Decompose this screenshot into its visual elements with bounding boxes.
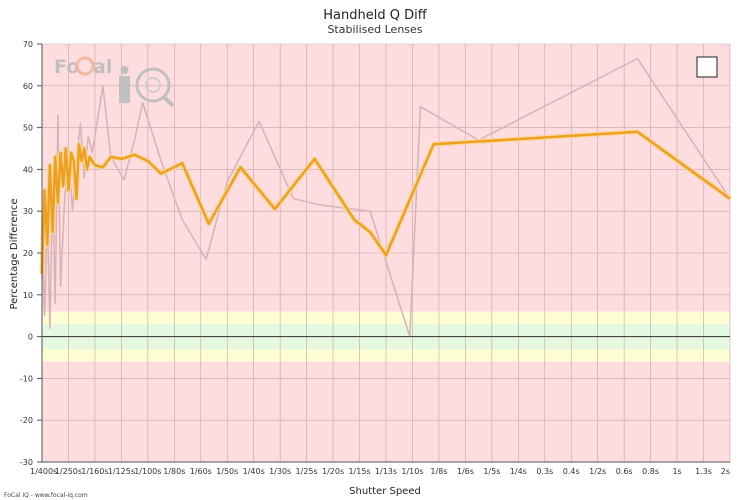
y-tick-label: 50 [23, 124, 33, 133]
x-tick-label: 1/13s [375, 467, 397, 476]
x-tick-label: 1/10s [401, 467, 423, 476]
x-tick-label: 1/30s [269, 467, 291, 476]
y-tick-label: -30 [20, 458, 33, 467]
y-tick-label: 60 [23, 82, 33, 91]
y-tick-labels: -30 -20 -10 0 10 20 30 40 50 60 70 [20, 40, 42, 467]
x-tick-label: 1/2s [589, 467, 606, 476]
logo-i-icon [119, 76, 130, 103]
y-tick-label: 10 [23, 291, 33, 300]
y-tick-label: -20 [20, 416, 33, 425]
x-tick-label: 1/80s [163, 467, 185, 476]
logo-i-dot-icon [121, 66, 129, 74]
x-tick-label: 1/25s [296, 467, 318, 476]
x-tick-label: 1/6s [457, 467, 474, 476]
chart-subtitle: Stabilised Lenses [327, 23, 422, 36]
legend-box[interactable] [697, 57, 717, 77]
y-tick-label: 20 [23, 249, 33, 258]
x-tick-label: 0.8s [642, 467, 659, 476]
x-tick-label: 1/125s [108, 467, 135, 476]
y-tick-label: 70 [23, 40, 33, 49]
x-tick-label: 1/40s [243, 467, 265, 476]
x-tick-label: 1/160s [81, 467, 108, 476]
y-axis-label: Percentage Difference [9, 199, 20, 310]
logo-text-left: Fo [54, 56, 79, 78]
x-tick-label: 1/50s [216, 467, 238, 476]
credit-text: FoCal IQ - www.focal-iq.com [4, 492, 88, 499]
x-tick-label: 1.3s [695, 467, 712, 476]
chart-title: Handheld Q Diff [323, 8, 427, 23]
y-tick-label: -10 [20, 374, 33, 383]
x-tick-label: 1/8s [430, 467, 447, 476]
x-tick-label: 0.4s [563, 467, 580, 476]
x-tick-label: 1/250s [55, 467, 82, 476]
x-axis-label: Shutter Speed [349, 486, 421, 497]
y-tick-label: 30 [23, 207, 33, 216]
x-tick-label: 1s [672, 467, 681, 476]
x-tick-label: 0.3s [536, 467, 553, 476]
x-tick-label: 1/100s [134, 467, 161, 476]
x-tick-label: 1/5s [483, 467, 500, 476]
x-tick-label: 1/4s [510, 467, 527, 476]
x-tick-label: 1/20s [322, 467, 344, 476]
x-tick-label: 1/15s [348, 467, 370, 476]
x-tick-label: 2s [721, 467, 730, 476]
x-tick-label: 0.6s [616, 467, 633, 476]
y-tick-label: 40 [23, 165, 33, 174]
y-tick-label: 0 [28, 333, 33, 342]
logo-text-right: al [93, 56, 112, 78]
x-tick-label: 1/400s [30, 467, 57, 476]
x-tick-label: 1/60s [190, 467, 212, 476]
